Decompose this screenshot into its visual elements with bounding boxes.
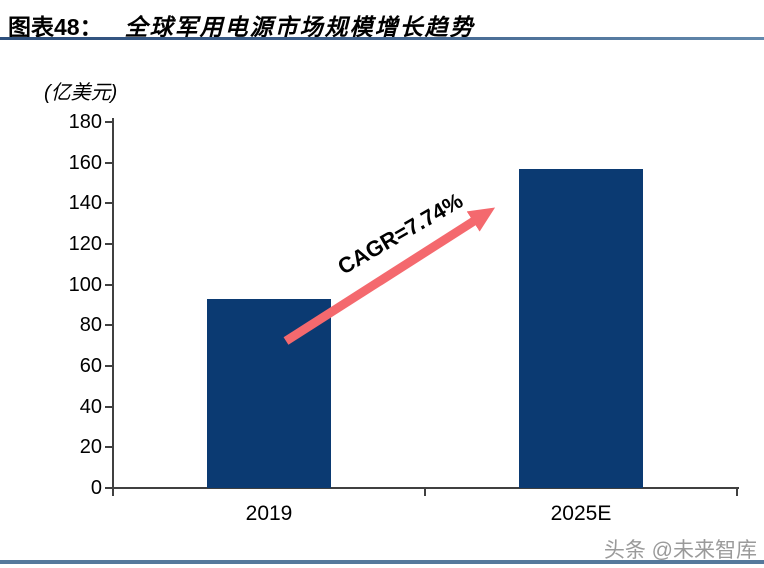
y-tick-mark <box>105 202 113 205</box>
y-tick-mark <box>105 405 113 408</box>
y-tick-label: 0 <box>90 477 102 499</box>
y-tick-label: 20 <box>79 436 102 459</box>
bar-2019 <box>207 298 331 488</box>
y-tick-mark <box>105 243 113 245</box>
y-tick-mark <box>105 365 113 367</box>
cagr-annotation: CAGR=7.74% <box>333 187 468 280</box>
figure-number-label: 图表48： <box>8 14 103 40</box>
y-tick-mark <box>105 161 113 164</box>
y-axis-unit-label: (亿美元) <box>44 82 118 104</box>
figure-title: 全球军用电源市场规模增长趋势 <box>124 14 475 40</box>
x-tick-mark <box>736 489 738 496</box>
watermark-text: 头条 @未来智库 <box>603 539 757 562</box>
x-category-label-2019: 2019 <box>245 502 293 525</box>
footer-rule <box>0 560 764 564</box>
y-tick-mark <box>105 446 113 449</box>
y-tick-label: 80 <box>79 314 102 337</box>
x-tick-mark <box>112 489 114 496</box>
y-tick-label: 120 <box>68 233 102 255</box>
y-tick-label: 140 <box>68 192 102 215</box>
x-category-label-2025E: 2025E <box>550 502 612 525</box>
figure-header: 图表48： 全球军用电源市场规模增长趋势 <box>8 8 475 42</box>
bar-2025E <box>519 168 643 488</box>
y-axis-line <box>112 118 114 496</box>
x-tick-mark <box>424 489 426 496</box>
y-tick-label: 60 <box>79 355 102 377</box>
title-underline <box>0 37 764 40</box>
x-axis-line <box>106 487 739 489</box>
y-tick-label: 160 <box>68 151 102 174</box>
y-tick-label: 100 <box>68 273 102 296</box>
y-tick-mark <box>105 283 113 286</box>
y-tick-label: 180 <box>68 111 102 133</box>
y-tick-label: 40 <box>79 395 102 418</box>
y-tick-mark <box>105 324 113 327</box>
y-tick-mark <box>105 121 113 123</box>
